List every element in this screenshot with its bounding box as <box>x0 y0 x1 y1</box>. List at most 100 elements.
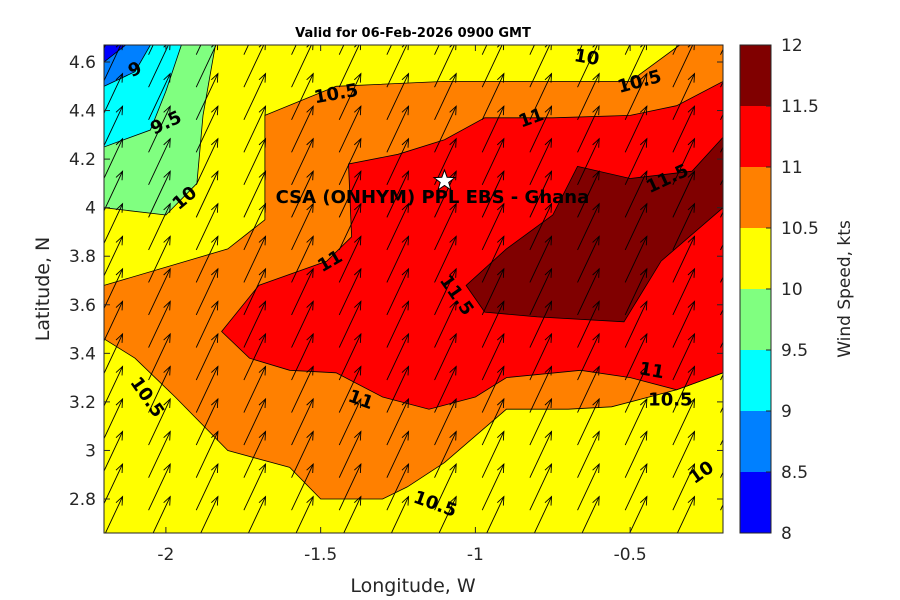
wind-arrow <box>291 45 297 55</box>
wind-arrow <box>338 267 362 316</box>
wind-arrow <box>148 45 154 55</box>
wind-arrow <box>243 45 249 55</box>
x-tick-label: -1 <box>467 545 484 565</box>
wind-arrow <box>529 267 553 316</box>
chart-title: Valid for 06-Feb-2026 0900 GMT <box>295 26 531 41</box>
wind-arrow <box>672 202 696 251</box>
wind-arrow <box>386 202 410 251</box>
wind-arrow <box>721 497 743 543</box>
wind-arrow <box>338 72 362 120</box>
wind-arrow <box>148 72 171 120</box>
wind-arrow <box>338 365 362 413</box>
wind-arrow <box>386 170 410 218</box>
wind-arrow <box>486 495 505 533</box>
wind-arrow <box>291 332 314 381</box>
wind-arrow <box>720 80 723 88</box>
wind-arrow <box>481 462 505 511</box>
wind-arrow <box>481 202 505 251</box>
wind-arrow <box>338 430 362 478</box>
wind-arrow <box>577 235 600 283</box>
wind-arrow <box>577 105 600 153</box>
wind-arrow <box>434 105 457 153</box>
colorbar-band <box>740 106 771 167</box>
wind-arrow <box>720 308 723 316</box>
wind-arrow <box>624 430 648 478</box>
wind-arrow <box>720 503 723 511</box>
wind-arrow <box>291 365 314 413</box>
wind-arrow <box>577 332 600 381</box>
wind-arrow <box>104 397 124 440</box>
x-axis-label: Longitude, W <box>350 575 476 597</box>
wind-arrow <box>104 137 124 180</box>
wind-arrow <box>577 202 600 251</box>
wind-arrow <box>386 235 410 283</box>
wind-arrow <box>148 202 171 251</box>
y-tick-label: 3.6 <box>69 296 96 316</box>
x-tick-label: -0.5 <box>614 545 647 565</box>
wind-arrow <box>672 72 696 120</box>
wind-arrow <box>434 365 457 413</box>
colorbar: 8 8.5 9 9.5 10 10.5 11 11.5 12 Wind Speed, kts <box>739 36 855 544</box>
wind-arrow <box>481 45 488 55</box>
colorbar-tick-label: 8 <box>781 524 792 544</box>
wind-arrow <box>481 332 505 381</box>
wind-arrow <box>533 495 553 533</box>
wind-arrow <box>577 430 600 478</box>
wind-arrow <box>720 243 723 251</box>
wind-arrow <box>624 235 648 283</box>
wind-arrow <box>577 72 600 120</box>
wind-arrow <box>720 276 723 283</box>
wind-arrow <box>624 332 648 381</box>
wind-arrow <box>529 45 535 55</box>
wind-arrow <box>672 267 696 316</box>
wind-arrow <box>148 170 171 218</box>
wind-arrow <box>338 300 362 348</box>
wind-arrow <box>434 45 440 55</box>
wind-arrow <box>481 235 505 283</box>
wind-arrow <box>295 495 314 533</box>
wind-arrow <box>104 202 124 245</box>
wind-arrow <box>243 300 267 348</box>
wind-arrow <box>672 300 696 348</box>
wind-arrow <box>338 45 345 55</box>
colorbar-tick-label: 10 <box>781 280 803 300</box>
wind-arrow <box>624 300 648 348</box>
wind-arrow <box>624 72 648 120</box>
wind-arrow <box>104 235 124 277</box>
y-tick-label: 3 <box>85 441 96 461</box>
wind-arrow <box>243 170 267 218</box>
contour-label: 10.5 <box>648 389 692 410</box>
wind-arrow <box>104 462 124 505</box>
contour-label: 10 <box>573 45 601 70</box>
wind-arrow <box>720 178 723 186</box>
y-tick-label: 3.2 <box>69 393 96 413</box>
wind-arrow <box>152 495 171 533</box>
wind-arrow <box>104 495 124 533</box>
wind-arrow <box>386 137 410 186</box>
colorbar-band <box>740 289 771 350</box>
wind-arrow <box>291 300 314 348</box>
wind-arrow <box>386 300 410 348</box>
wind-arrow <box>243 137 267 186</box>
wind-arrow <box>195 332 219 381</box>
wind-arrow <box>720 406 723 413</box>
wind-arrow <box>343 495 362 533</box>
wind-arrow <box>720 145 723 153</box>
wind-arrow <box>629 495 648 533</box>
wind-arrow <box>529 137 553 186</box>
wind-arrow <box>672 430 696 478</box>
plot-frame <box>103 44 724 534</box>
wind-arrow <box>577 397 600 446</box>
wind-arrow <box>195 72 219 120</box>
wind-arrow <box>195 105 219 153</box>
y-tick-label: 2.8 <box>69 490 96 510</box>
wind-arrow <box>529 105 553 153</box>
wind-arrow <box>338 235 362 283</box>
wind-arrow <box>195 45 202 55</box>
site-star-marker <box>432 168 457 192</box>
wind-arrow <box>390 495 410 533</box>
wind-arrow <box>386 397 410 446</box>
wind-arrow <box>581 495 600 533</box>
wind-arrow <box>720 211 723 218</box>
wind-arrow <box>291 462 314 511</box>
